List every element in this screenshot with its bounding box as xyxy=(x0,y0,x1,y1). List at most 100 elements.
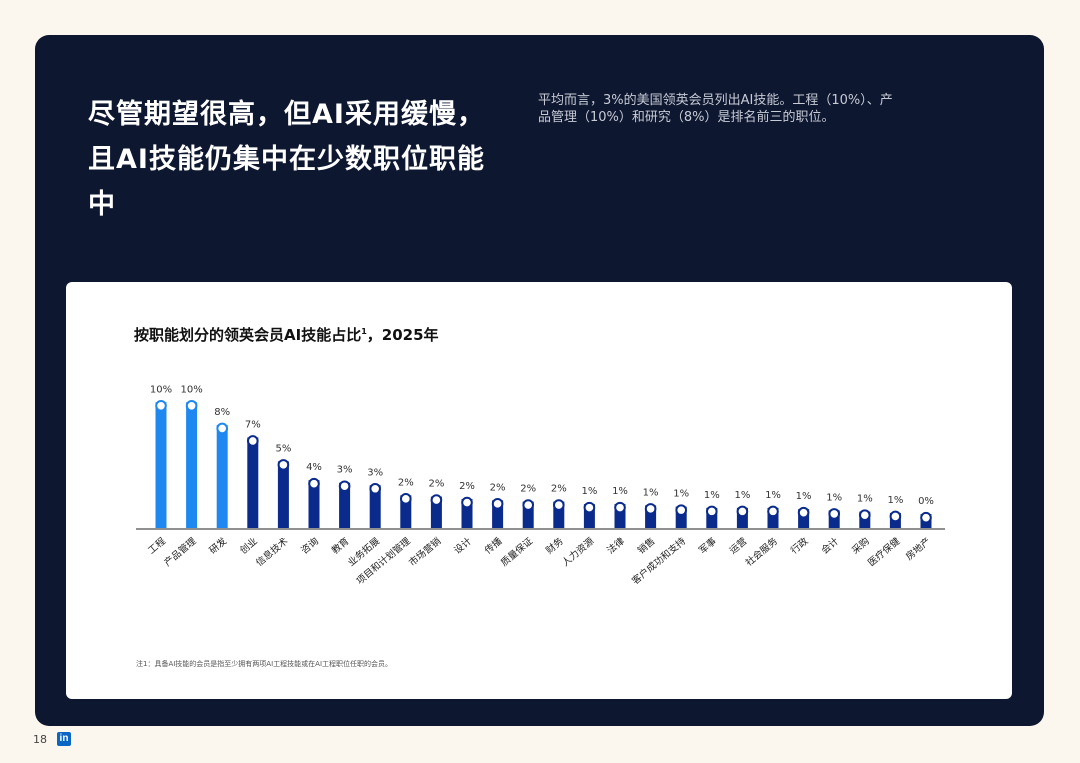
data-label: 3% xyxy=(337,465,353,476)
data-label: 4% xyxy=(306,462,322,473)
data-label: 10% xyxy=(180,384,202,395)
data-label: 3% xyxy=(367,467,383,478)
data-label: 0% xyxy=(918,496,934,507)
data-label: 2% xyxy=(459,481,475,492)
data-label: 1% xyxy=(612,486,628,497)
page-headline: 尽管期望很高，但AI采用缓慢，且AI技能仍集中在少数职位职能中 xyxy=(88,99,485,220)
data-label: 2% xyxy=(398,477,414,488)
data-label: 2% xyxy=(551,484,567,495)
category-label: 行政 xyxy=(788,535,811,557)
bar-cap-marker xyxy=(491,498,504,510)
data-label: 1% xyxy=(796,491,812,502)
bar-cap-marker xyxy=(797,506,810,519)
data-label: 1% xyxy=(704,490,720,501)
bar-cap-marker xyxy=(461,496,473,509)
chart-title-main: 按职能划分的领英会员AI技能占比 xyxy=(134,326,362,344)
bar-cap-marker xyxy=(644,503,657,515)
bar-cap-marker xyxy=(614,501,626,514)
category-label: 社会服务 xyxy=(743,535,780,569)
category-label: 法律 xyxy=(605,535,628,557)
category-label: 传播 xyxy=(482,535,505,557)
bar xyxy=(767,507,779,528)
data-label: 8% xyxy=(214,407,230,418)
data-label: 7% xyxy=(245,419,261,430)
intro-text: 平均而言，3%的美国领英会员列出AI技能。工程（10%）、产品管理（10%）和研… xyxy=(538,93,893,125)
data-label: 1% xyxy=(673,489,689,500)
bar-cap-marker xyxy=(308,477,320,490)
category-label: 创业 xyxy=(237,535,259,556)
data-label: 2% xyxy=(428,479,444,490)
category-label: 会计 xyxy=(819,535,842,557)
data-label: 1% xyxy=(734,490,750,501)
data-label: 1% xyxy=(887,495,903,506)
bar-chart: 10%工程10%产品管理8%研发7%创业5%信息技术4%咨询3%教育3%业务拓展… xyxy=(136,384,945,587)
chart-title-footnote-mark: 1 xyxy=(361,327,367,336)
page-number: 18 xyxy=(33,733,47,746)
bar-cap-marker xyxy=(828,508,841,520)
bar xyxy=(614,504,626,528)
category-label: 质量保证 xyxy=(498,535,535,569)
data-label: 1% xyxy=(643,487,659,498)
bar xyxy=(736,507,748,528)
category-label: 项目和计划管理 xyxy=(354,535,413,587)
bar xyxy=(553,501,565,528)
bar-cap-marker xyxy=(277,459,290,471)
bar xyxy=(369,485,381,528)
data-label: 1% xyxy=(765,490,781,501)
bar-cap-marker xyxy=(369,482,382,495)
category-label: 研发 xyxy=(207,535,230,557)
bar xyxy=(645,505,657,528)
bar xyxy=(522,501,534,528)
category-label: 产品管理 xyxy=(162,535,199,569)
bar-cap-marker xyxy=(583,501,596,514)
bar-cap-marker xyxy=(889,510,902,523)
bar-cap-marker xyxy=(675,504,688,516)
chart-title: 按职能划分的领英会员AI技能占比1，2025年 xyxy=(134,324,439,345)
bar xyxy=(216,424,228,528)
bar xyxy=(339,482,351,528)
category-label: 军事 xyxy=(696,535,719,557)
category-label: 人力资源 xyxy=(559,535,596,569)
bar-cap-marker xyxy=(400,493,412,505)
bar-cap-marker xyxy=(767,505,779,518)
bar xyxy=(461,499,473,528)
bar xyxy=(430,496,442,528)
bar xyxy=(155,402,167,528)
category-label: 房地产 xyxy=(903,535,933,563)
category-label: 信息技术 xyxy=(253,535,290,569)
category-label: 客户成功和支持 xyxy=(629,535,688,587)
category-label: 工程 xyxy=(146,536,168,557)
bar-cap-marker xyxy=(920,511,932,524)
chart-title-suffix: ，2025年 xyxy=(366,326,439,344)
bar xyxy=(308,480,320,528)
bar-cap-marker xyxy=(736,505,749,518)
linkedin-logo: in xyxy=(57,732,71,746)
bar xyxy=(706,507,718,528)
bar xyxy=(247,437,259,528)
chart-footnote: 注1：具备AI技能的会员是指至少拥有两项AI工程技能或在AI工程职位任职的会员。 xyxy=(136,660,393,668)
data-label: 1% xyxy=(581,486,597,497)
bar-cap-marker xyxy=(185,399,198,412)
data-label: 1% xyxy=(857,494,873,505)
data-label: 1% xyxy=(826,492,842,503)
category-label: 咨询 xyxy=(299,535,321,556)
category-label: 销售 xyxy=(635,535,657,556)
bar xyxy=(400,495,412,528)
bar-cap-marker xyxy=(553,499,565,511)
bar-cap-marker xyxy=(247,435,259,447)
bar-cap-marker xyxy=(522,499,535,511)
bar xyxy=(675,506,687,528)
data-label: 10% xyxy=(150,384,172,395)
bar-cap-marker xyxy=(216,422,228,435)
bar xyxy=(492,500,504,528)
bar xyxy=(277,461,289,528)
data-label: 2% xyxy=(520,484,536,495)
bar-cap-marker xyxy=(155,399,167,412)
bar-cap-marker xyxy=(706,505,718,518)
category-label: 采购 xyxy=(849,535,871,556)
category-label: 医疗保健 xyxy=(865,535,902,569)
category-label: 运营 xyxy=(727,535,749,556)
bar xyxy=(798,509,810,528)
bar-cap-marker xyxy=(430,494,443,506)
bar xyxy=(583,504,595,528)
